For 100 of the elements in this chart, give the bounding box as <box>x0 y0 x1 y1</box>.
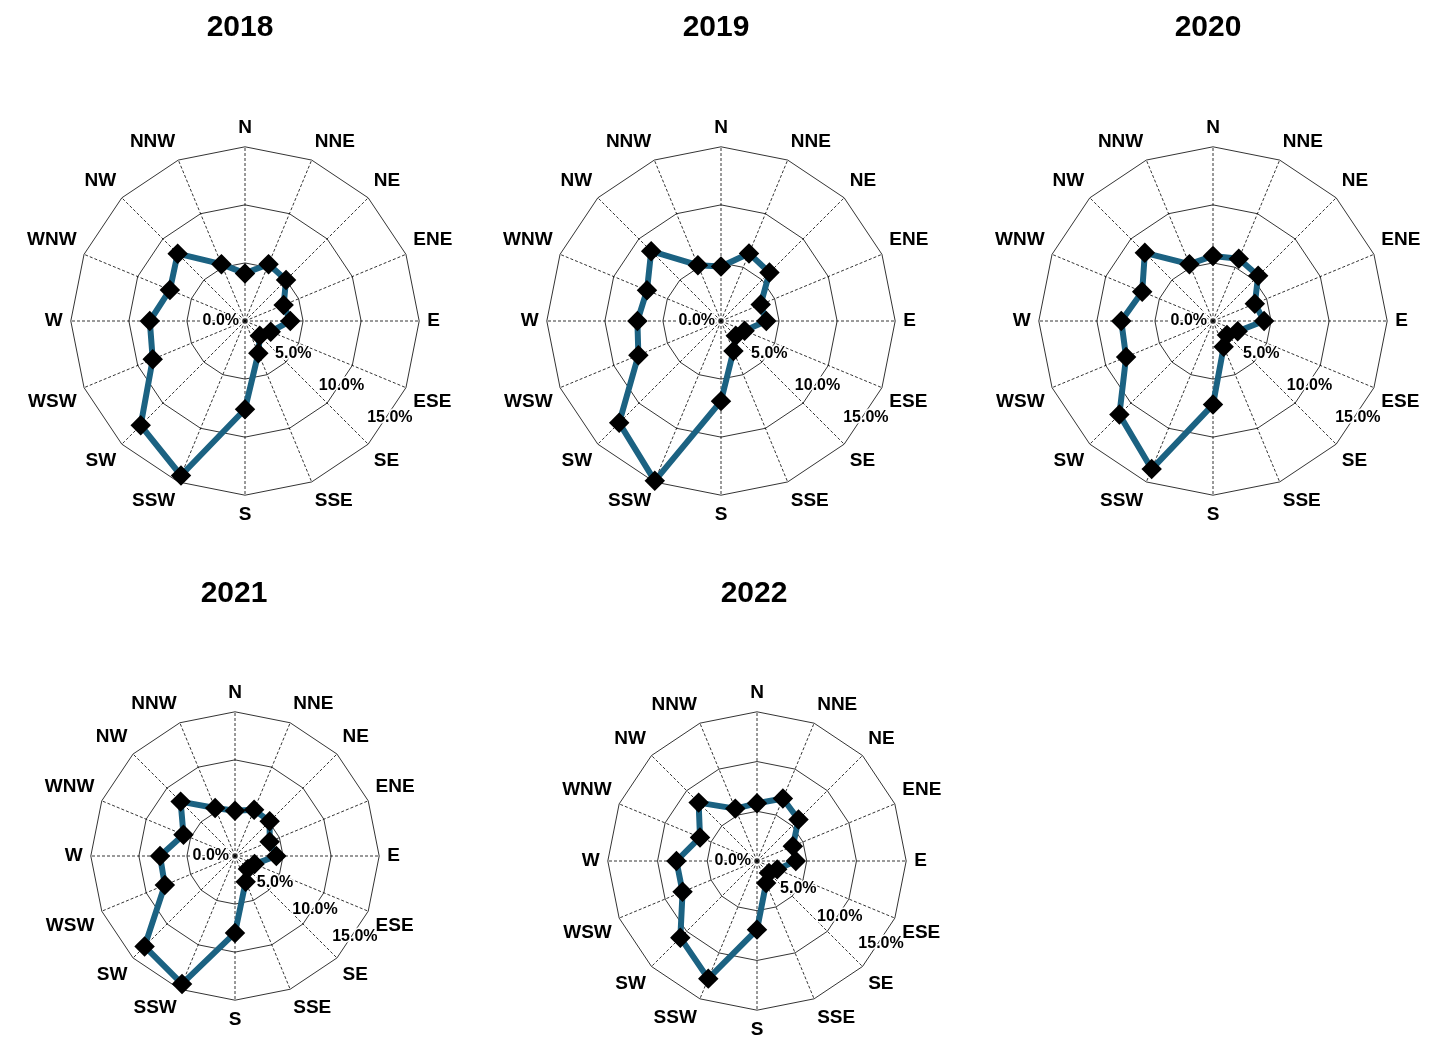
spoke-label: NW <box>560 169 593 190</box>
spoke-label: S <box>750 1017 764 1039</box>
spoke-label: SSW <box>133 996 177 1018</box>
spoke-label: N <box>714 115 728 137</box>
spoke-label: NNE <box>817 692 858 714</box>
spoke-label: N <box>1206 115 1220 137</box>
y-tick-label: 10.0% <box>292 899 338 917</box>
spoke-label: ESE <box>889 390 928 412</box>
spoke-label: SW <box>615 971 646 993</box>
spoke-label: NE <box>868 726 895 748</box>
spoke-label: NNW <box>651 692 697 714</box>
spoke-label: SW <box>85 449 117 471</box>
spoke-label: NE <box>849 169 877 190</box>
spoke-label: W <box>64 844 83 866</box>
spoke-label: NW <box>614 726 646 748</box>
spoke-label: WSW <box>563 920 612 942</box>
y-tick-label: 10.0% <box>1286 375 1333 393</box>
spoke-label: NNE <box>314 129 355 151</box>
chart-title: 2021 <box>200 575 268 609</box>
spoke-label: SSW <box>607 488 652 510</box>
spoke-label: N <box>750 680 764 702</box>
spoke-label: E <box>914 849 927 871</box>
spoke-label: SW <box>561 449 593 471</box>
spoke-label: ENE <box>902 777 942 799</box>
spoke-label: SSE <box>817 1005 856 1027</box>
y-tick-label: 15.0% <box>843 408 889 426</box>
spoke-label: ENE <box>413 228 453 250</box>
spoke-label: SW <box>1053 449 1085 471</box>
spoke-label: WSW <box>28 390 77 412</box>
y-tick-label: 0.0% <box>678 311 715 329</box>
spoke-label: NNE <box>790 129 831 151</box>
spoke-label: NNE <box>293 692 334 714</box>
y-tick-label: 0.0% <box>192 846 229 864</box>
spoke-label: SSE <box>314 488 353 510</box>
spoke-label: E <box>1395 309 1408 331</box>
spoke-label: S <box>228 1007 242 1029</box>
spoke-label: W <box>520 309 539 331</box>
spoke-label: WSW <box>504 390 553 412</box>
spoke-label: SE <box>849 449 876 471</box>
spoke-label: NE <box>1341 169 1369 190</box>
spoke-label: NW <box>1052 169 1085 190</box>
y-tick-label: 15.0% <box>858 934 904 952</box>
y-tick-label: 10.0% <box>794 375 841 393</box>
spoke-label: S <box>238 502 252 524</box>
spoke-label: WNW <box>503 228 553 250</box>
spoke-label: SSW <box>1099 488 1144 510</box>
spoke-label: S <box>714 502 728 524</box>
spoke-label: WNW <box>995 228 1045 250</box>
spoke-label: SSE <box>1282 488 1321 510</box>
spoke-label: WSW <box>45 913 95 935</box>
spoke-label: NNW <box>131 692 177 714</box>
spoke-label: ESE <box>375 913 414 935</box>
spoke-label: E <box>903 309 916 331</box>
y-tick-label: 0.0% <box>1170 311 1207 329</box>
chart-title: 2019 <box>682 9 750 43</box>
spoke-label: NW <box>84 169 117 190</box>
spoke-label: WNW <box>44 774 95 796</box>
spoke-label: NW <box>95 725 128 747</box>
spoke-label: SE <box>373 449 400 471</box>
spoke-label: NNE <box>1282 129 1323 151</box>
spoke-label: SSE <box>293 996 332 1018</box>
spoke-label: N <box>238 115 252 137</box>
spoke-label: SSE <box>790 488 829 510</box>
y-tick-label: 15.0% <box>367 408 413 426</box>
spoke-label: ENE <box>375 774 415 796</box>
spoke-label: SSW <box>131 488 176 510</box>
chart-title: 2020 <box>1174 9 1242 43</box>
spoke-label: SW <box>96 963 128 985</box>
spoke-label: NNW <box>1097 129 1144 151</box>
spoke-label: W <box>1012 309 1031 331</box>
spoke-label: S <box>1206 502 1220 524</box>
y-tick-label: 15.0% <box>1335 408 1381 426</box>
y-tick-label: 5.0% <box>751 343 788 361</box>
spoke-label: WNW <box>562 777 612 799</box>
spoke-label: N <box>228 680 242 702</box>
spoke-label: WNW <box>27 228 77 250</box>
spoke-label: SSW <box>653 1005 697 1027</box>
spoke-label: ESE <box>1381 390 1420 412</box>
y-tick-label: 0.0% <box>714 851 751 869</box>
spoke-label: WSW <box>996 390 1045 412</box>
spoke-label: ENE <box>1381 228 1421 250</box>
spoke-label: ESE <box>413 390 452 412</box>
y-tick-label: 5.0% <box>275 343 312 361</box>
y-tick-label: 5.0% <box>1243 343 1280 361</box>
spoke-label: W <box>44 309 63 331</box>
spoke-label: SE <box>1341 449 1368 471</box>
spoke-label: W <box>581 849 600 871</box>
spoke-label: NNW <box>605 129 652 151</box>
y-tick-label: 0.0% <box>202 311 239 329</box>
spoke-label: NE <box>342 725 370 747</box>
spoke-label: E <box>427 309 440 331</box>
chart-title: 2018 <box>206 9 274 43</box>
spoke-label: E <box>387 844 400 866</box>
y-tick-label: 10.0% <box>318 375 365 393</box>
spoke-label: SE <box>342 963 368 985</box>
spoke-label: ENE <box>889 228 929 250</box>
chart-title: 2022 <box>720 575 788 609</box>
spoke-label: SE <box>868 971 894 993</box>
spoke-label: NNW <box>129 129 176 151</box>
spoke-label: ESE <box>902 920 941 942</box>
